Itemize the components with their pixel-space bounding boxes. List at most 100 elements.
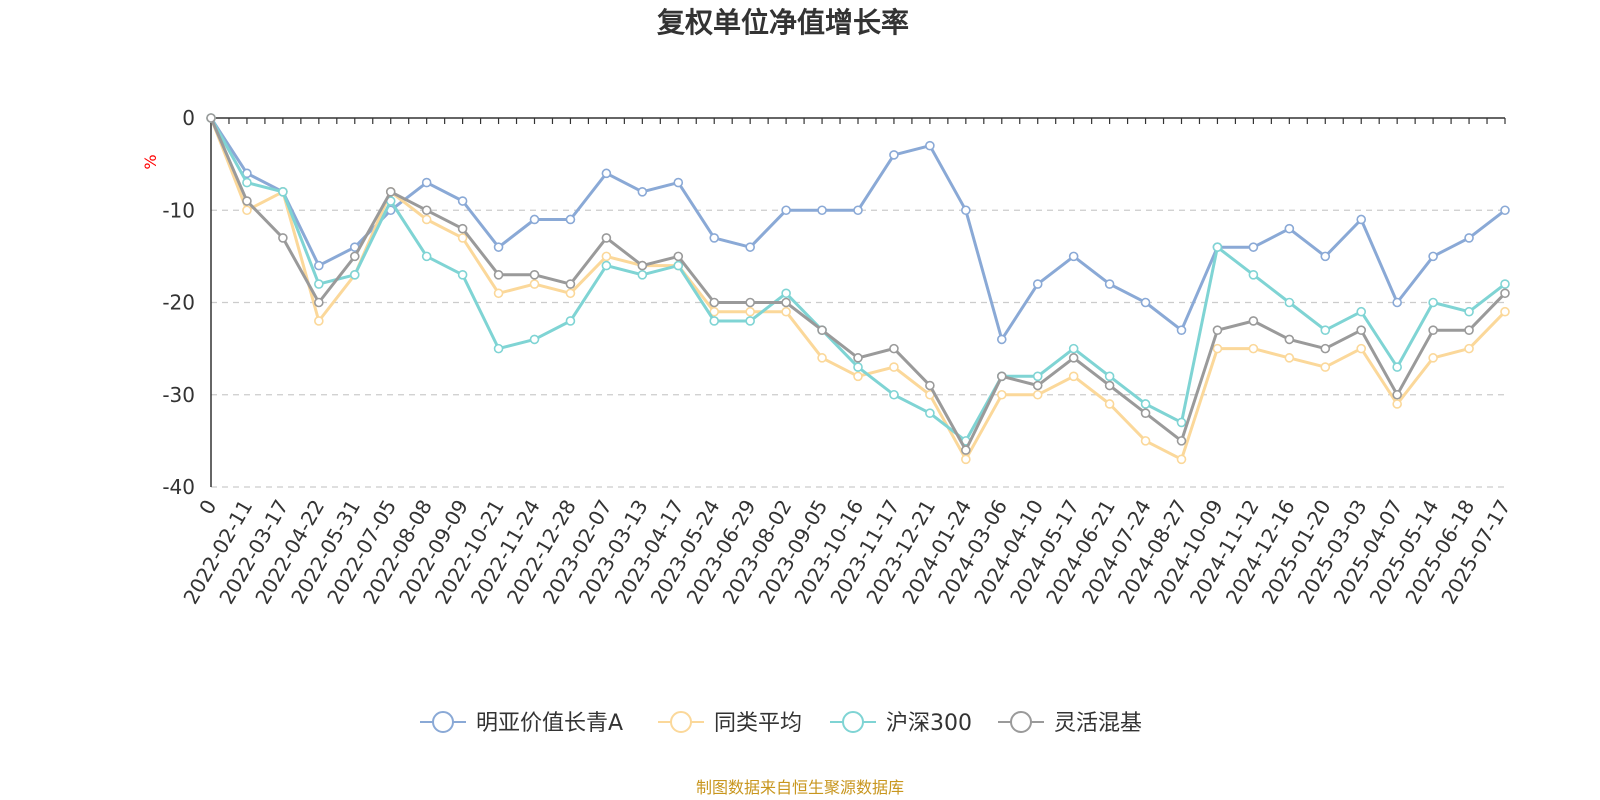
legend-item: 明亚价值长青A (420, 711, 623, 736)
x-tick-label: 0 (194, 496, 221, 519)
data-point (1032, 389, 1043, 400)
data-point (637, 260, 648, 271)
data-point (565, 279, 576, 289)
data-point (457, 196, 468, 206)
data-point (457, 270, 468, 280)
data-point (1176, 454, 1187, 465)
y-tick-label: -30 (162, 383, 195, 407)
legend-item: 沪深300 (830, 711, 972, 736)
data-point (1284, 223, 1295, 234)
data-point (1356, 306, 1367, 317)
data-point (889, 150, 899, 160)
data-point (1248, 316, 1259, 326)
data-point (781, 205, 791, 216)
data-point (529, 279, 540, 289)
data-point (1104, 279, 1115, 289)
data-point (493, 343, 504, 354)
data-point (1320, 325, 1331, 335)
data-point (1428, 251, 1438, 262)
legend: 明亚价值长青A 同类平均 沪深300 灵活混基 (420, 711, 1142, 736)
data-point (1464, 306, 1474, 317)
data-point (1032, 279, 1043, 289)
data-point (1068, 353, 1079, 363)
data-point (781, 297, 791, 308)
data-point (817, 353, 827, 363)
data-point (421, 251, 432, 262)
series (206, 113, 1510, 345)
data-point (1140, 436, 1151, 446)
data-point (1500, 205, 1510, 216)
data-point (1392, 362, 1402, 372)
y-tick-label: -20 (162, 291, 195, 315)
data-point (996, 334, 1007, 345)
data-point (1176, 417, 1187, 428)
data-point (1104, 380, 1115, 391)
data-point (673, 251, 684, 262)
data-point (1248, 343, 1259, 354)
data-point (1320, 343, 1331, 354)
y-tick-label: 0 (182, 106, 195, 130)
data-point (385, 187, 396, 197)
data-point (1428, 353, 1438, 363)
data-point (1140, 297, 1151, 308)
data-point (1176, 325, 1187, 335)
data-point (781, 306, 791, 317)
legend-label: 沪深300 (886, 711, 972, 736)
data-point (314, 316, 324, 326)
data-point (1464, 325, 1474, 335)
data-point (421, 214, 432, 225)
data-point (493, 288, 504, 299)
data-point (925, 140, 935, 151)
source-note: 制图数据来自恒生聚源数据库 (696, 778, 904, 797)
data-point (1104, 399, 1115, 409)
data-point (709, 316, 720, 326)
data-point (673, 177, 684, 188)
data-point (457, 233, 468, 243)
data-point (961, 205, 971, 216)
data-point (278, 187, 288, 197)
data-point (1464, 233, 1474, 243)
data-point (242, 196, 252, 206)
data-point (925, 380, 935, 391)
data-point (314, 279, 324, 289)
data-point (1068, 371, 1079, 382)
series-line (209, 117, 1506, 341)
data-point (1500, 279, 1510, 289)
data-point (637, 187, 648, 197)
data-point (314, 260, 324, 271)
data-point (601, 251, 612, 262)
legend-label: 明亚价值长青A (476, 711, 623, 736)
data-point (853, 371, 863, 382)
chart-title: 复权单位净值增长率 (657, 6, 909, 39)
data-point (278, 233, 288, 243)
data-point (709, 306, 720, 317)
data-point (1356, 343, 1367, 354)
data-point (853, 353, 863, 363)
data-point (1068, 343, 1079, 354)
data-point (1032, 371, 1043, 382)
data-point (314, 297, 324, 308)
legend-marker (432, 711, 454, 733)
data-point (1392, 399, 1402, 409)
data-point (529, 214, 540, 225)
data-point (1392, 389, 1402, 400)
data-point (242, 177, 252, 188)
y-tick-label: -10 (162, 198, 195, 222)
data-point (1392, 297, 1402, 308)
data-point (565, 214, 576, 225)
data-point (709, 297, 720, 308)
data-point (421, 177, 432, 188)
legend-marker (1010, 711, 1032, 733)
axes (210, 117, 1506, 487)
data-point (565, 288, 576, 299)
data-point (1284, 297, 1295, 308)
data-point (853, 362, 863, 372)
series (206, 113, 1510, 465)
legend-label: 灵活混基 (1054, 711, 1142, 736)
data-point (1428, 297, 1438, 308)
data-point (206, 113, 216, 123)
data-point (1032, 380, 1043, 391)
data-point (745, 297, 755, 308)
data-point (601, 168, 612, 179)
data-point (242, 205, 252, 216)
